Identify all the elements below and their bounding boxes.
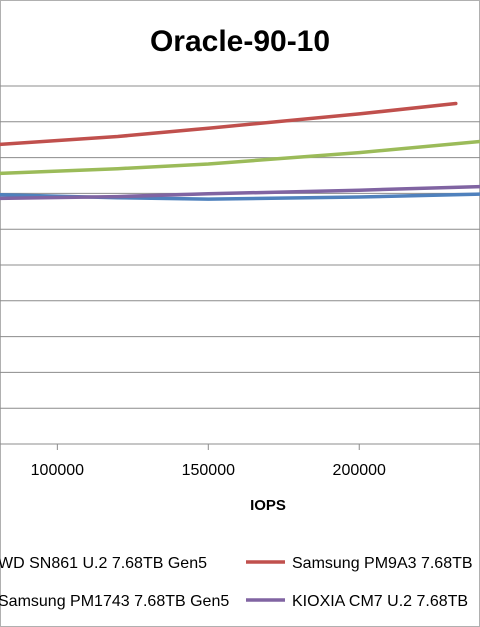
legend: WD SN861 U.2 7.68TB Gen5 Samsung PM9A3 7.… — [0, 555, 473, 610]
gridlines — [0, 85, 480, 409]
legend-label: Samsung PM9A3 7.68TB — [292, 555, 473, 572]
x-tick-labels: 100000 150000 200000 — [31, 462, 386, 479]
series-line — [0, 184, 480, 201]
x-axis-label: IOPS — [250, 497, 286, 514]
legend-label: Samsung PM1743 7.68TB Gen5 — [0, 593, 229, 610]
series-lines — [0, 101, 480, 201]
x-tick-label: 150000 — [182, 462, 235, 479]
chart-title: Oracle-90-10 — [150, 25, 330, 58]
legend-label: WD SN861 U.2 7.68TB Gen5 — [0, 555, 207, 572]
legend-label: KIOXIA CM7 U.2 7.68TB — [292, 593, 468, 610]
series-line — [0, 101, 458, 147]
x-tick-label: 200000 — [333, 462, 386, 479]
x-tick-label: 100000 — [31, 462, 84, 479]
axes — [0, 443, 480, 450]
series-line — [0, 139, 480, 176]
